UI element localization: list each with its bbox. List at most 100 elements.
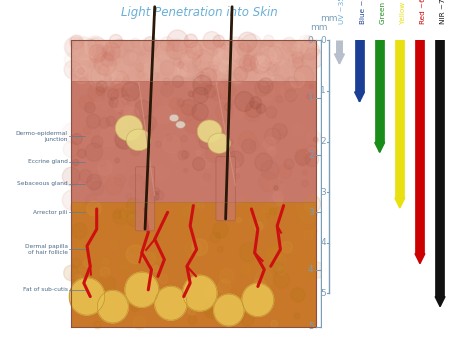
Circle shape [294,66,314,87]
Circle shape [85,102,95,113]
Circle shape [313,137,318,142]
Circle shape [78,58,92,74]
Circle shape [115,158,119,163]
Text: NIR ~750 nm: NIR ~750 nm [440,0,446,24]
Circle shape [177,62,184,68]
Circle shape [193,60,200,66]
Circle shape [99,64,109,75]
Circle shape [206,285,222,303]
Circle shape [135,100,152,119]
Circle shape [195,70,203,79]
Circle shape [130,244,140,254]
Circle shape [139,293,153,307]
Circle shape [250,97,262,109]
Circle shape [92,47,106,61]
Circle shape [102,46,115,59]
Circle shape [108,158,127,177]
Circle shape [194,108,213,127]
Circle shape [284,77,299,92]
Circle shape [166,134,172,141]
Circle shape [246,101,261,118]
Circle shape [250,283,265,299]
Circle shape [109,34,122,48]
Circle shape [127,245,144,264]
Circle shape [130,38,140,48]
Circle shape [73,36,90,54]
Circle shape [96,87,104,95]
Circle shape [231,73,243,86]
Circle shape [110,71,129,90]
Circle shape [160,50,170,60]
Circle shape [192,50,212,70]
Circle shape [122,53,139,70]
Circle shape [72,258,81,267]
Circle shape [215,139,222,147]
Circle shape [125,272,159,307]
Circle shape [203,63,223,84]
Circle shape [269,193,282,207]
Circle shape [259,172,278,191]
Circle shape [270,47,280,58]
Circle shape [250,213,266,230]
Circle shape [170,152,180,162]
Circle shape [261,161,279,180]
Circle shape [200,178,208,186]
Circle shape [274,67,290,84]
Circle shape [294,178,310,195]
Circle shape [116,253,131,269]
Circle shape [96,175,110,190]
Circle shape [242,283,273,316]
Circle shape [124,176,143,195]
Circle shape [273,271,290,288]
Circle shape [138,51,150,63]
Circle shape [255,222,263,231]
Circle shape [177,202,191,217]
Circle shape [77,66,87,77]
Circle shape [268,147,276,156]
Circle shape [264,128,281,145]
Circle shape [101,309,115,323]
Circle shape [76,241,85,250]
Circle shape [120,72,135,87]
Circle shape [251,41,265,56]
Circle shape [177,104,195,122]
Circle shape [85,36,106,58]
Circle shape [295,72,302,80]
Circle shape [239,44,245,50]
Circle shape [277,68,283,75]
Circle shape [160,61,174,75]
Circle shape [275,75,283,84]
Circle shape [96,81,107,92]
Circle shape [218,246,223,252]
Circle shape [228,140,233,145]
Circle shape [204,285,216,297]
Circle shape [97,290,128,323]
Circle shape [133,316,146,330]
Circle shape [312,228,317,234]
Circle shape [128,118,134,124]
Text: 2: 2 [308,151,314,159]
Circle shape [87,294,97,304]
Circle shape [71,200,84,215]
Circle shape [199,134,213,149]
Circle shape [90,261,102,274]
Circle shape [153,265,159,272]
Circle shape [303,36,314,47]
Circle shape [179,50,201,72]
Circle shape [284,159,294,169]
Circle shape [121,109,127,115]
Circle shape [155,191,164,200]
Circle shape [271,320,278,328]
Circle shape [95,98,101,104]
Circle shape [144,275,155,287]
Circle shape [296,202,301,207]
Circle shape [167,65,179,78]
Circle shape [183,275,217,311]
Circle shape [216,102,233,121]
Text: 0: 0 [320,36,326,45]
Circle shape [189,308,196,315]
Circle shape [193,75,212,95]
Circle shape [231,108,243,121]
Circle shape [273,41,292,61]
Circle shape [198,68,215,85]
